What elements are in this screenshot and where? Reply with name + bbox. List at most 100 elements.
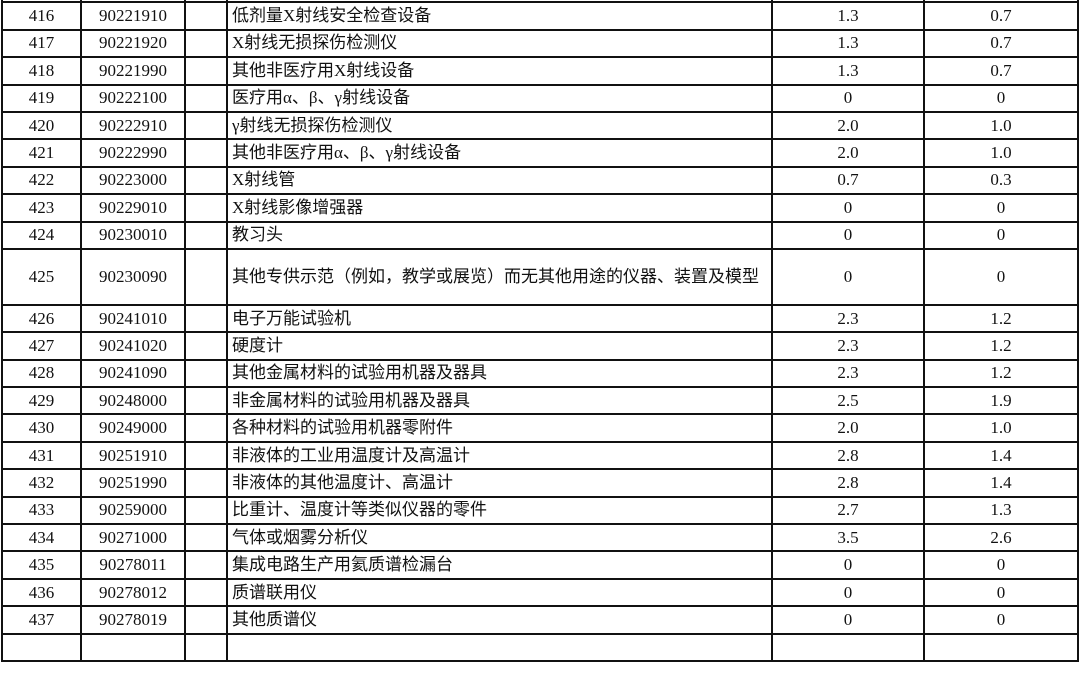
blank-cell [184,56,228,86]
blank-cell [184,83,228,113]
tariff-table: 416 90221910 低剂量X射线安全检查设备 1.3 0.7 417 90221920… [1,0,1079,662]
table-row: 432 90251990 非液体的其他温度计、高温计 2.8 1.4 [1,468,1079,498]
item-name: 质谱联用仪 [226,577,773,608]
value-2: 0 [923,605,1079,635]
blank-cell [184,605,228,635]
value-2: 0.3 [923,165,1079,196]
table-row: 431 90251910 非液体的工业用温度计及高温计 2.8 1.4 [1,440,1079,471]
table-row: 423 90229010 X射线影像增强器 0 0 [1,193,1079,223]
table-row: 430 90249000 各种材料的试验用机器零附件 2.0 1.0 [1,413,1079,443]
blank-cell [184,220,228,250]
item-name: 其他质谱仪 [226,605,773,635]
blank-cell [184,632,228,662]
hs-code: 90251910 [80,440,186,471]
value-2: 0 [923,247,1079,306]
item-name: 气体或烟雾分析仪 [226,523,773,553]
hs-code: 90222910 [80,110,186,141]
table-row: 418 90221990 其他非医疗用X射线设备 1.3 0.7 [1,56,1079,86]
row-number: 418 [1,56,82,86]
table-row: 435 90278011 集成电路生产用氦质谱检漏台 0 0 [1,550,1079,580]
value-1 [771,632,925,662]
hs-code: 90271000 [80,523,186,553]
table-row [1,632,1079,662]
item-name: 硬度计 [226,331,773,361]
item-name: 电子万能试验机 [226,303,773,334]
value-2: 0.7 [923,1,1079,31]
table-row: 433 90259000 比重计、温度计等类似仪器的零件 2.7 1.3 [1,495,1079,526]
value-2: 1.2 [923,303,1079,334]
value-2: 1.2 [923,331,1079,361]
row-number: 425 [1,247,82,306]
row-number: 437 [1,605,82,635]
item-name: 非金属材料的试验用机器及器具 [226,386,773,416]
hs-code: 90259000 [80,495,186,526]
item-name: 医疗用α、β、γ射线设备 [226,83,773,113]
value-2: 0 [923,193,1079,223]
row-number: 426 [1,303,82,334]
blank-cell [184,495,228,526]
blank-cell [184,331,228,361]
value-1: 2.8 [771,468,925,498]
row-number: 430 [1,413,82,443]
row-number: 419 [1,83,82,113]
item-name: 其他非医疗用X射线设备 [226,56,773,86]
value-2: 0 [923,220,1079,250]
value-1: 0.7 [771,165,925,196]
item-name: 非液体的工业用温度计及高温计 [226,440,773,471]
table-row: 426 90241010 电子万能试验机 2.3 1.2 [1,303,1079,334]
hs-code: 90278011 [80,550,186,580]
blank-cell [184,413,228,443]
hs-code: 90221920 [80,28,186,59]
table-row: 428 90241090 其他金属材料的试验用机器及器具 2.3 1.2 [1,358,1079,389]
value-1: 2.3 [771,331,925,361]
item-name: 低剂量X射线安全检查设备 [226,1,773,31]
value-1: 0 [771,220,925,250]
row-number: 424 [1,220,82,250]
blank-cell [184,247,228,306]
item-name [226,632,773,662]
hs-code: 90230010 [80,220,186,250]
item-name: 其他专供示范（例如，教学或展览）而无其他用途的仪器、装置及模型 [226,247,773,306]
value-1: 0 [771,605,925,635]
item-name: X射线管 [226,165,773,196]
item-name: 比重计、温度计等类似仪器的零件 [226,495,773,526]
value-2: 0.7 [923,28,1079,59]
blank-cell [184,110,228,141]
hs-code: 90230090 [80,247,186,306]
table-row: 419 90222100 医疗用α、β、γ射线设备 0 0 [1,83,1079,113]
blank-cell [184,523,228,553]
row-number: 429 [1,386,82,416]
table-row: 436 90278012 质谱联用仪 0 0 [1,577,1079,608]
row-number: 417 [1,28,82,59]
hs-code: 90222100 [80,83,186,113]
value-2 [923,632,1079,662]
value-1: 2.3 [771,358,925,389]
row-number: 428 [1,358,82,389]
value-2: 0 [923,83,1079,113]
value-1: 0 [771,247,925,306]
row-number: 432 [1,468,82,498]
hs-code: 90278019 [80,605,186,635]
blank-cell [184,1,228,31]
row-number: 431 [1,440,82,471]
blank-cell [184,193,228,223]
table-row: 422 90223000 X射线管 0.7 0.3 [1,165,1079,196]
row-number: 435 [1,550,82,580]
value-2: 2.6 [923,523,1079,553]
blank-cell [184,468,228,498]
value-2: 0 [923,550,1079,580]
table-row: 416 90221910 低剂量X射线安全检查设备 1.3 0.7 [1,1,1079,31]
value-2: 1.0 [923,138,1079,168]
table-row: 417 90221920 X射线无损探伤检测仪 1.3 0.7 [1,28,1079,59]
value-1: 1.3 [771,56,925,86]
value-1: 0 [771,577,925,608]
table-row: 434 90271000 气体或烟雾分析仪 3.5 2.6 [1,523,1079,553]
row-number: 434 [1,523,82,553]
item-name: X射线无损探伤检测仪 [226,28,773,59]
blank-cell [184,28,228,59]
value-1: 2.5 [771,386,925,416]
item-name: 集成电路生产用氦质谱检漏台 [226,550,773,580]
blank-cell [184,550,228,580]
blank-cell [184,440,228,471]
blank-cell [184,386,228,416]
